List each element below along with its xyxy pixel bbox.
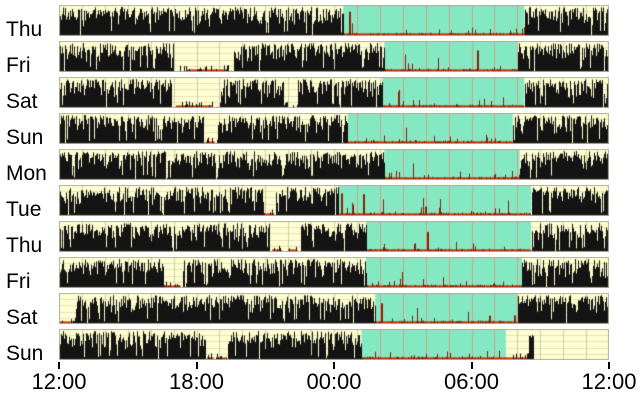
actogram-row: Thu [0,221,642,257]
day-label: Mon [6,162,47,185]
day-label: Fri [6,54,31,77]
day-label: Sat [6,306,38,329]
axis-tick-label: 12:00 [581,369,637,394]
day-label: Thu [6,234,43,257]
activity-strip [59,329,609,360]
activity-strip [59,293,609,324]
axis-tick-label: 06:00 [443,369,500,394]
axis-tick-label: 12:00 [31,369,87,394]
axis-tick-mark [333,362,335,369]
actogram-row: Sat [0,293,642,329]
axis-tick-label: 18:00 [168,369,225,394]
axis-tick-mark [195,362,198,369]
axis-tick-mark [58,362,60,369]
day-label: Sat [6,90,38,113]
actogram-row: Fri [0,257,642,293]
axis-tick-mark [608,362,610,369]
day-label: Sun [6,342,44,365]
activity-strip [59,149,609,180]
actogram-row: Thu [0,5,642,41]
axis-tick-mark [470,362,473,369]
actogram-row: Sun [0,113,642,149]
actogram-rows: Thu Fri Sat Sun Mon Tue Thu Fri Sat Sun [0,5,642,365]
activity-strip [59,41,609,72]
time-axis: 12:00 18:00 00:00 06:00 12:00 [31,360,637,403]
day-label: Thu [6,18,43,41]
day-label: Sun [6,126,44,149]
activity-strip [59,185,609,216]
actogram-row: Fri [0,41,642,77]
day-label: Tue [6,198,42,221]
actogram-row: Tue [0,185,642,221]
actogram-row: Sat [0,77,642,113]
activity-strip [59,257,609,288]
activity-strip [59,221,609,252]
activity-strip [59,5,609,36]
activity-strip [59,77,609,108]
activity-strip [59,113,609,144]
axis-tick-label: 00:00 [306,369,362,394]
actogram-row: Sun [0,329,642,365]
actogram-row: Mon [0,149,642,185]
day-label: Fri [6,270,31,293]
